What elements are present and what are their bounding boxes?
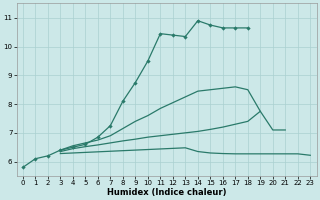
X-axis label: Humidex (Indice chaleur): Humidex (Indice chaleur) xyxy=(107,188,226,197)
